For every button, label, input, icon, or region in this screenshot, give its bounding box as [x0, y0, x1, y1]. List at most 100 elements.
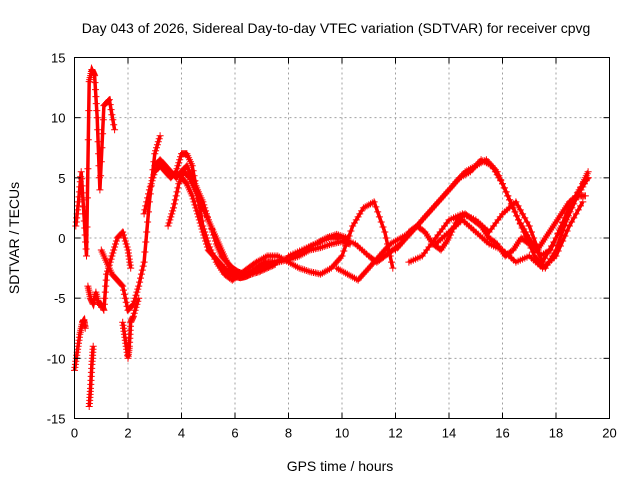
data-point [322, 242, 330, 250]
data-point [168, 210, 176, 218]
data-point [152, 147, 160, 155]
data-point [174, 162, 182, 170]
data-point [94, 126, 102, 134]
data-point [465, 169, 473, 177]
data-point [497, 177, 505, 185]
data-point [120, 231, 127, 239]
data-point [107, 255, 115, 263]
data-point [82, 245, 90, 253]
data-point [148, 177, 156, 185]
data-point [491, 168, 499, 176]
data-point [568, 218, 576, 226]
data-point [347, 272, 355, 280]
x-tick-label: 8 [285, 426, 292, 441]
data-point [297, 265, 305, 273]
data-point [143, 228, 151, 236]
data-point [561, 214, 569, 222]
data-point [81, 231, 89, 239]
data-point [97, 172, 105, 180]
y-tick-label: 10 [51, 111, 65, 126]
data-point [574, 206, 582, 214]
data-point [297, 251, 305, 259]
series-sat-j [178, 174, 279, 282]
data-point [295, 264, 303, 272]
data-point [141, 206, 149, 214]
data-point [200, 231, 208, 239]
data-point [78, 175, 86, 183]
data-point [565, 204, 573, 212]
data-point [84, 165, 92, 173]
data-point [557, 242, 564, 250]
data-point [173, 188, 181, 196]
data-point [458, 173, 465, 181]
data-series [71, 63, 592, 410]
data-point [210, 231, 218, 239]
data-point [83, 194, 91, 202]
data-point [524, 236, 531, 244]
data-point [577, 184, 584, 192]
data-point [185, 173, 193, 181]
x-tick-label: 20 [602, 426, 616, 441]
data-point [361, 203, 369, 211]
data-point [140, 258, 148, 266]
data-point [495, 174, 503, 182]
data-point [554, 247, 562, 255]
data-point [102, 282, 110, 290]
data-point [169, 207, 177, 215]
data-point [106, 101, 114, 109]
data-point [111, 243, 119, 251]
data-point [516, 220, 524, 228]
y-tick-label: 15 [51, 51, 65, 66]
data-point [142, 202, 150, 210]
data-point [135, 282, 143, 290]
data-point [109, 116, 117, 124]
data-point [554, 229, 562, 237]
data-point [170, 204, 177, 212]
data-point [254, 257, 262, 265]
data-point [324, 266, 332, 274]
data-point [512, 198, 520, 206]
x-tick-label: 0 [71, 426, 78, 441]
y-tick-label: 5 [58, 171, 65, 186]
data-point [534, 246, 542, 254]
data-point [203, 240, 210, 248]
data-point [146, 183, 154, 191]
data-point [349, 273, 357, 281]
data-point [102, 276, 110, 284]
data-point [579, 198, 587, 206]
data-point [568, 200, 576, 208]
data-point [541, 254, 549, 262]
x-tick-label: 18 [549, 426, 563, 441]
data-point [352, 275, 360, 283]
y-tick-label: -10 [47, 351, 66, 366]
data-point [127, 264, 135, 272]
data-point [370, 198, 378, 206]
data-point [486, 161, 494, 169]
data-point [525, 222, 533, 230]
data-point [500, 184, 508, 192]
data-point [79, 189, 86, 197]
series-sat-a [72, 63, 119, 260]
data-point [456, 174, 464, 182]
data-point [91, 72, 99, 80]
data-point [192, 204, 200, 212]
data-point [326, 241, 333, 249]
data-point [100, 300, 108, 308]
data-point [463, 170, 471, 178]
data-point [79, 196, 87, 204]
data-point [107, 106, 115, 114]
data-point [548, 242, 555, 250]
data-point [147, 180, 155, 188]
data-point [368, 199, 376, 207]
data-point [134, 285, 142, 293]
data-point [118, 281, 126, 289]
data-point [581, 192, 589, 200]
data-point [176, 156, 184, 164]
data-point [79, 203, 87, 211]
data-point [543, 250, 551, 258]
data-point [552, 234, 560, 242]
data-point [528, 228, 535, 236]
data-point [584, 168, 592, 176]
data-point [140, 210, 148, 218]
data-point [89, 342, 97, 350]
